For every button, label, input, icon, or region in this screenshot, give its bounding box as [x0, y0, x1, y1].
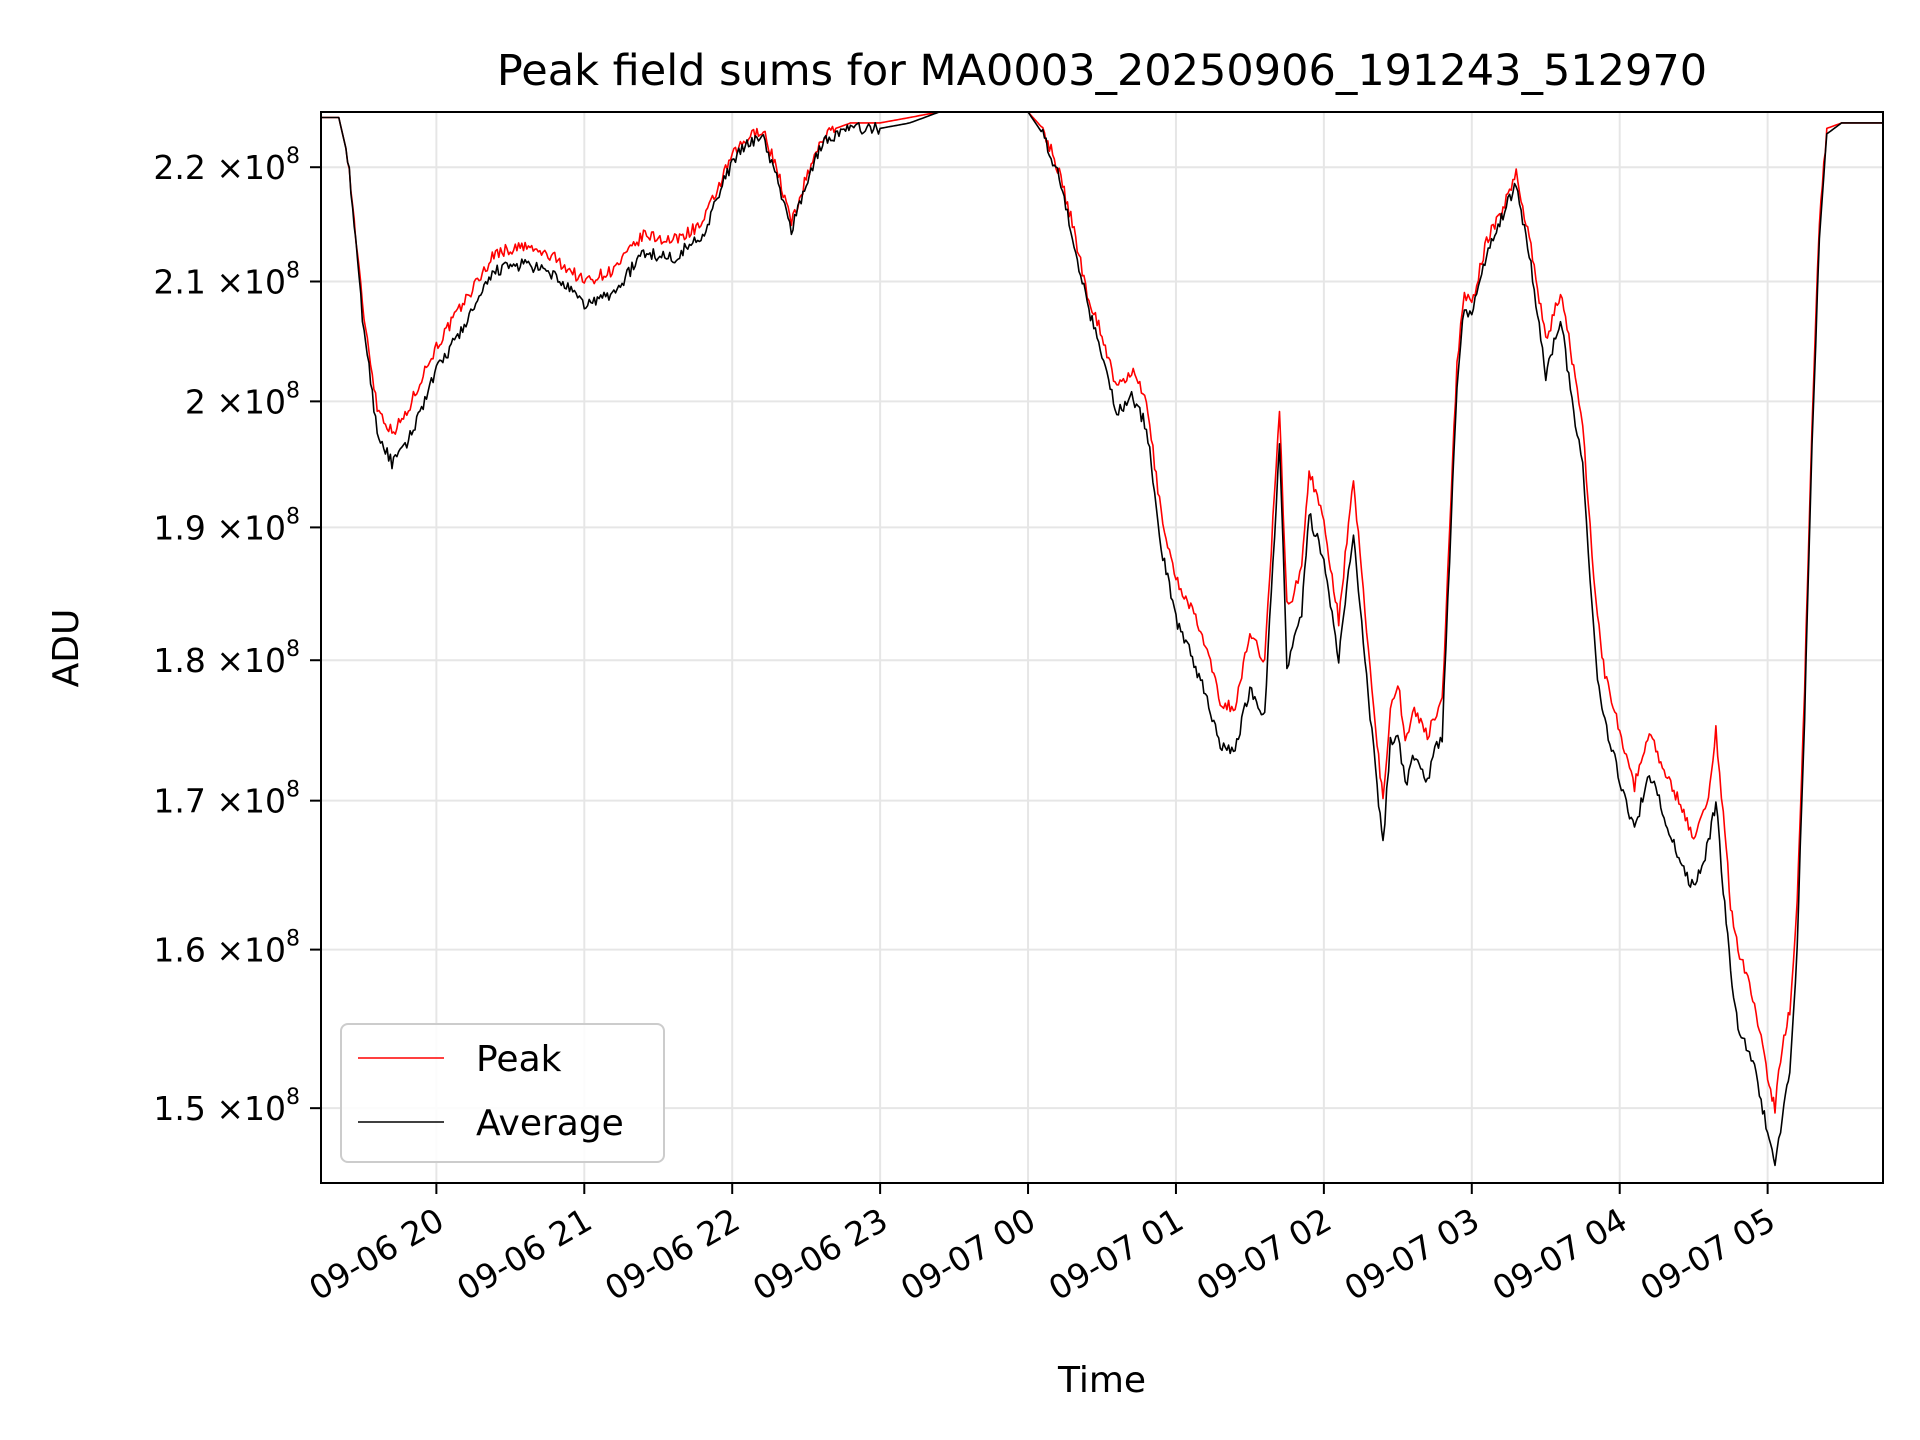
- y-tick-label: 2.2 ×108: [153, 144, 300, 187]
- y-tick-label: 1.6 ×108: [153, 927, 300, 970]
- series-line-peak: [321, 112, 1883, 1114]
- y-tick-label: 2.1 ×108: [153, 259, 300, 302]
- plot-frame: [320, 111, 1884, 1184]
- y-tick-label: 1.7 ×108: [153, 778, 300, 821]
- legend: Peak Average: [340, 1023, 665, 1163]
- y-tick-label: 1.9 ×108: [153, 504, 300, 547]
- y-tick-label: 1.8 ×108: [153, 637, 300, 680]
- legend-label-peak: Peak: [476, 1039, 562, 1080]
- series-line-average: [321, 112, 1883, 1167]
- chart-title: Peak field sums for MA0003_20250906_1912…: [497, 46, 1707, 96]
- series-layer: [321, 112, 1883, 1167]
- y-axis-label: ADU: [46, 609, 87, 688]
- x-axis-label: Time: [1057, 1360, 1146, 1401]
- y-tick-label: 2 ×108: [185, 378, 300, 421]
- y-tick-label: 1.5 ×108: [153, 1085, 300, 1128]
- legend-label-average: Average: [476, 1103, 624, 1144]
- y-axis: 1.5 ×108 1.6 ×108 1.7 ×108 1.8 ×108 1.9 ×108…: [153, 144, 321, 1128]
